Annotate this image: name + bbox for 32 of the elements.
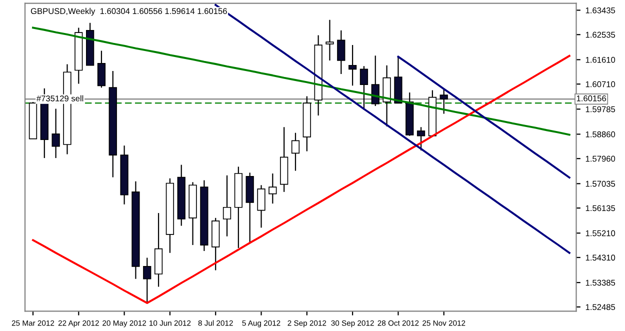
candlestick (291, 132, 300, 172)
candlestick (52, 108, 60, 159)
ref-line-label: 1.60156 (576, 95, 606, 102)
y-tick-label: 1.59785 (586, 106, 616, 112)
candlestick (348, 44, 357, 86)
y-tick-label: 1.52485 (586, 304, 616, 310)
candlestick (371, 55, 380, 107)
text: GBPUSD,Weekly 1.60304 1.60556 1.59614 1.60156 (30, 8, 227, 16)
candlestick (143, 257, 152, 304)
candlestick (337, 30, 346, 75)
candlestick (222, 174, 232, 237)
y-tick-label: 1.55210 (586, 230, 616, 236)
candlestick (360, 66, 368, 110)
ref-line-label: #735129 sell (36, 95, 84, 102)
y-tick-label: 1.54310 (586, 254, 616, 261)
y-tick-label: 1.57960 (586, 156, 616, 162)
line-series (397, 56, 570, 179)
y-tick-label: 1.57035 (586, 180, 616, 187)
y-tick-label: 1.63435 (586, 7, 616, 14)
y-tick-label: 1.58860 (586, 131, 616, 138)
candlestick (326, 19, 334, 62)
y-tick-label: 1.60710 (586, 81, 616, 88)
line-series (32, 54, 570, 304)
y-tick-label: 1.56135 (586, 205, 616, 212)
y-tick-label: 1.53385 (586, 280, 616, 286)
candlestick (257, 184, 266, 228)
y-tick-label: 1.62535 (586, 32, 616, 38)
candlestick (268, 172, 277, 204)
candlestick (440, 88, 448, 114)
candlestick (416, 126, 426, 152)
candlestick (97, 50, 106, 88)
y-tick-label: 1.61610 (586, 56, 616, 63)
